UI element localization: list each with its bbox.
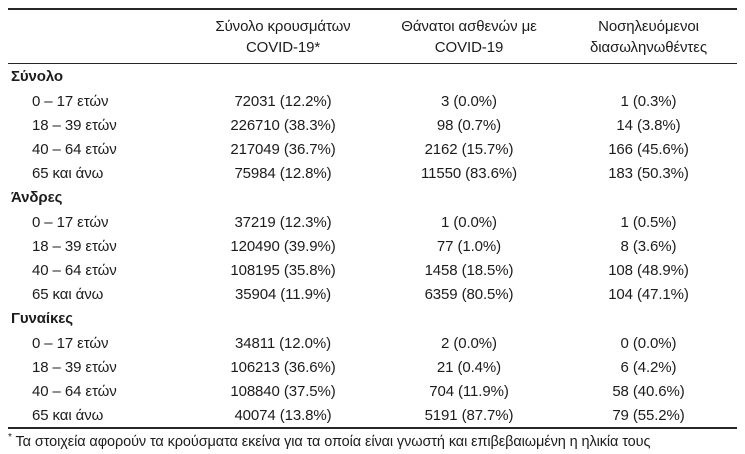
age-label: 0 – 17 ετών	[32, 92, 109, 110]
age-label: 40 – 64 ετών	[32, 140, 117, 158]
column-header-deaths: Θάνατοι ασθενών με COVID-19	[378, 8, 560, 64]
cases-value: 217049 (36.7%)	[230, 140, 336, 158]
footnote-text: Τα στοιχεία αφορούν τα κρούσματα εκείνα …	[15, 434, 651, 450]
age-label: 65 και άνω	[32, 285, 104, 303]
deaths-value: 3 (0.0%)	[441, 92, 497, 110]
deaths-value: 2 (0.0%)	[441, 334, 497, 352]
cases-value: 106213 (36.6%)	[230, 358, 336, 376]
table-row: 18 – 39 ετών 120490 (39.9%) 77 (1.0%) 8 …	[8, 234, 737, 258]
age-label: 65 και άνω	[32, 164, 104, 182]
group-row-total: Σύνολο	[8, 64, 737, 90]
column-header-intubated: Νοσηλευόμενοι διασωληνωθέντες	[560, 8, 737, 64]
group-label: Γυναίκες	[11, 310, 73, 327]
age-label: 0 – 17 ετών	[32, 334, 109, 352]
table-row: 18 – 39 ετών 226710 (38.3%) 98 (0.7%) 14…	[8, 113, 737, 137]
column-header-intubated-line2: διασωληνωθέντες	[590, 39, 707, 56]
deaths-value: 2162 (15.7%)	[424, 140, 514, 158]
cases-value: 75984 (12.8%)	[234, 164, 332, 182]
column-header-deaths-line1: Θάνατοι ασθενών με	[401, 18, 537, 35]
table-row: 40 – 64 ετών 108840 (37.5%) 704 (11.9%) …	[8, 379, 737, 403]
table-row: 65 και άνω 35904 (11.9%) 6359 (80.5%) 10…	[8, 282, 737, 306]
intubated-value: 6 (4.2%)	[620, 358, 677, 376]
table-body: Σύνολο 0 – 17 ετών 72031 (12.2%) 3 (0.0%…	[8, 64, 737, 429]
table-row: 18 – 39 ετών 106213 (36.6%) 21 (0.4%) 6 …	[8, 355, 737, 379]
column-header-cases: Σύνολο κρουσμάτων COVID-19*	[188, 8, 378, 64]
table-row: 65 και άνω 40074 (13.8%) 5191 (87.7%) 79…	[8, 403, 737, 428]
intubated-value: 79 (55.2%)	[612, 406, 685, 424]
group-label: Άνδρες	[11, 189, 63, 206]
age-label: 18 – 39 ετών	[32, 358, 117, 376]
cases-value: 40074 (13.8%)	[234, 406, 332, 424]
deaths-value: 1 (0.0%)	[441, 213, 497, 231]
header-row: Σύνολο κρουσμάτων COVID-19* Θάνατοι ασθε…	[8, 8, 737, 64]
group-row-women: Γυναίκες	[8, 306, 737, 331]
table-row: 0 – 17 ετών 34811 (12.0%) 2 (0.0%) 0 (0.…	[8, 331, 737, 355]
age-label: 18 – 39 ετών	[32, 116, 117, 134]
table-row: 0 – 17 ετών 72031 (12.2%) 3 (0.0%) 1 (0.…	[8, 89, 737, 113]
group-label: Σύνολο	[11, 68, 63, 85]
deaths-value: 704 (11.9%)	[429, 382, 509, 400]
covid-age-table: Σύνολο κρουσμάτων COVID-19* Θάνατοι ασθε…	[8, 8, 737, 429]
intubated-value: 8 (3.6%)	[620, 237, 677, 255]
cases-value: 108195 (35.8%)	[230, 261, 336, 279]
cases-value: 37219 (12.3%)	[234, 213, 332, 231]
cases-value: 120490 (39.9%)	[230, 237, 336, 255]
age-label: 65 και άνω	[32, 406, 104, 424]
cases-value: 108840 (37.5%)	[230, 382, 336, 400]
cases-value: 226710 (38.3%)	[230, 116, 336, 134]
cases-value: 34811 (12.0%)	[235, 334, 331, 352]
intubated-value: 166 (45.6%)	[608, 140, 689, 158]
table-row: 0 – 17 ετών 37219 (12.3%) 1 (0.0%) 1 (0.…	[8, 210, 737, 234]
cases-value: 72031 (12.2%)	[234, 92, 332, 110]
deaths-value: 6359 (80.5%)	[424, 285, 514, 303]
group-row-men: Άνδρες	[8, 185, 737, 210]
intubated-value: 14 (3.8%)	[616, 116, 681, 134]
deaths-value: 98 (0.7%)	[436, 116, 502, 134]
deaths-value: 1458 (18.5%)	[424, 261, 514, 279]
intubated-value: 108 (48.9%)	[608, 261, 689, 279]
table-row: 40 – 64 ετών 217049 (36.7%) 2162 (15.7%)…	[8, 137, 737, 161]
intubated-value: 0 (0.0%)	[620, 334, 677, 352]
deaths-value: 77 (1.0%)	[436, 237, 502, 255]
age-label: 40 – 64 ετών	[32, 261, 117, 279]
intubated-value: 183 (50.3%)	[608, 164, 689, 182]
age-label: 0 – 17 ετών	[32, 213, 109, 231]
deaths-value: 11550 (83.6%)	[421, 164, 517, 182]
table-row: 65 και άνω 75984 (12.8%) 11550 (83.6%) 1…	[8, 161, 737, 185]
header-corner-empty	[8, 8, 188, 64]
intubated-value: 104 (47.1%)	[608, 285, 689, 303]
age-label: 18 – 39 ετών	[32, 237, 117, 255]
age-label: 40 – 64 ετών	[32, 382, 117, 400]
cases-value: 35904 (11.9%)	[235, 285, 331, 303]
intubated-value: 58 (40.6%)	[612, 382, 685, 400]
column-header-cases-line1: Σύνολο κρουσμάτων	[215, 18, 351, 35]
column-header-cases-line2: COVID-19*	[245, 39, 321, 56]
column-header-deaths-line2: COVID-19	[434, 39, 504, 56]
deaths-value: 5191 (87.7%)	[424, 406, 514, 424]
intubated-value: 1 (0.3%)	[620, 92, 677, 110]
column-header-intubated-line1: Νοσηλευόμενοι	[598, 18, 699, 35]
table-row: 40 – 64 ετών 108195 (35.8%) 1458 (18.5%)…	[8, 258, 737, 282]
table-header: Σύνολο κρουσμάτων COVID-19* Θάνατοι ασθε…	[8, 8, 737, 64]
footnote-asterisk-marker: *	[8, 432, 12, 444]
deaths-value: 21 (0.4%)	[436, 358, 502, 376]
footnote: * Τα στοιχεία αφορούν τα κρούσματα εκείν…	[8, 433, 737, 451]
intubated-value: 1 (0.5%)	[620, 213, 677, 231]
